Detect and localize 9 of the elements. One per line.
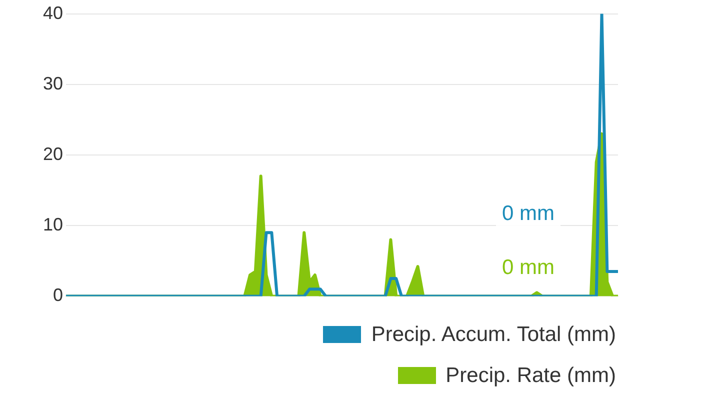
annotation: 0 mm <box>502 202 554 225</box>
legend-label: Precip. Rate (mm) <box>446 364 616 388</box>
y-tick-label: 30 <box>42 73 64 94</box>
y-tick-label: 20 <box>42 144 64 164</box>
annotation: 0 mm <box>502 256 554 279</box>
y-tick-label: 10 <box>42 214 64 235</box>
y-tick-label: 0 <box>53 285 64 306</box>
legend-label: Precip. Accum. Total (mm) <box>371 322 616 346</box>
y-tick-label: 40 <box>42 2 64 23</box>
